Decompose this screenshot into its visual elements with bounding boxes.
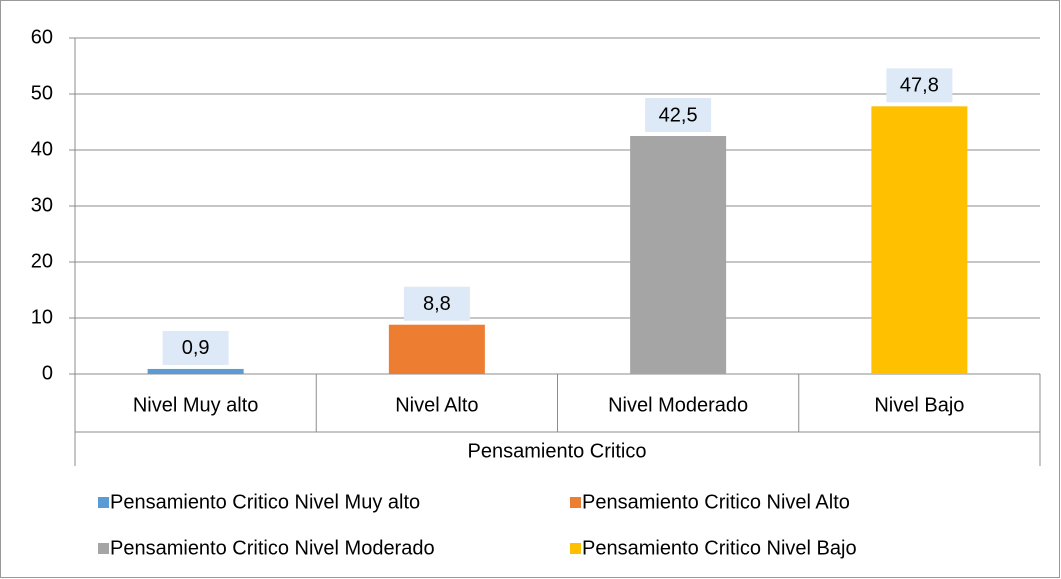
data-label: 8,8: [423, 293, 451, 315]
y-tick-label: 10: [31, 306, 53, 328]
bar: [630, 136, 727, 374]
legend-swatch: [98, 497, 109, 508]
data-label-box: [886, 68, 953, 103]
x-tick-label: Nivel Bajo: [874, 394, 964, 416]
legend-label: Pensamiento Critico Nivel Muy alto: [110, 491, 420, 513]
legend-swatch: [98, 543, 109, 554]
group-label: Pensamiento Critico: [468, 440, 647, 462]
y-tick-label: 40: [31, 138, 53, 160]
data-label-box: [645, 98, 712, 132]
y-tick-label: 60: [31, 26, 53, 48]
y-tick-label: 0: [42, 362, 53, 384]
data-label: 47,8: [900, 75, 939, 97]
y-tick-label: 50: [31, 82, 53, 104]
data-label: 0,9: [182, 337, 210, 359]
x-tick-label: Nivel Alto: [395, 394, 478, 416]
y-tick-label: 20: [31, 250, 53, 272]
legend-swatch: [570, 497, 581, 508]
x-tick-label: Nivel Moderado: [608, 394, 748, 416]
bar: [147, 368, 244, 374]
y-tick-label: 30: [31, 194, 53, 216]
x-tick-label: Nivel Muy alto: [133, 394, 259, 416]
bar: [388, 324, 485, 374]
legend-label: Pensamiento Critico Nivel Alto: [582, 491, 850, 513]
data-label: 42,5: [659, 104, 698, 126]
data-label-box: [403, 286, 470, 321]
legend-swatch: [570, 543, 581, 554]
bar: [871, 106, 968, 374]
data-label-box: [162, 330, 229, 365]
legend-label: Pensamiento Critico Nivel Moderado: [110, 537, 435, 559]
legend-label: Pensamiento Critico Nivel Bajo: [582, 537, 857, 559]
